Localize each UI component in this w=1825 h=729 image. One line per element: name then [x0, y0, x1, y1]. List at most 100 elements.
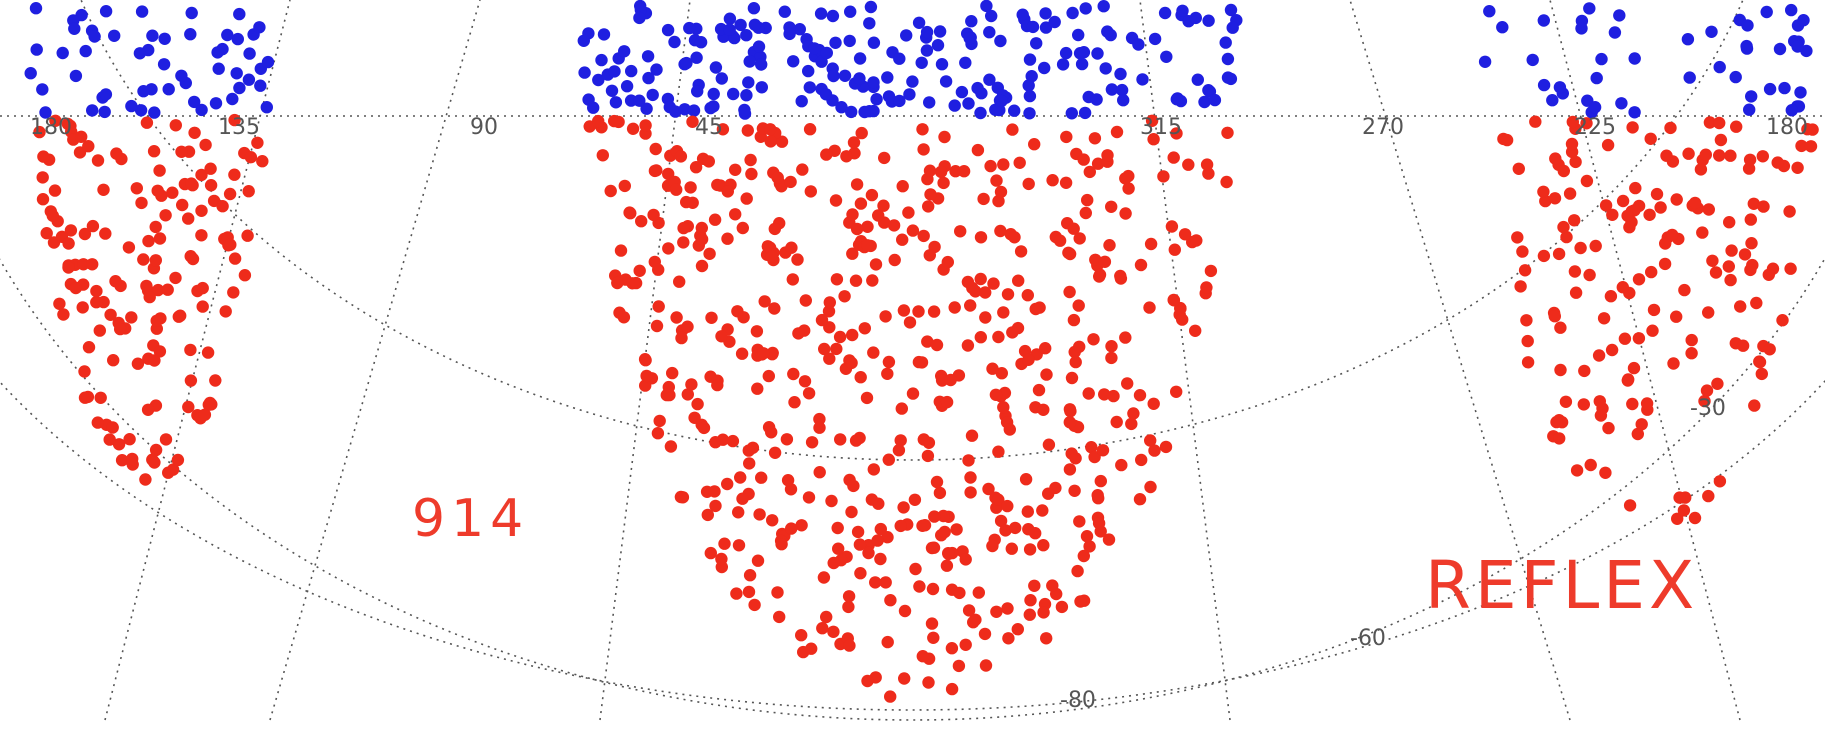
red-point	[1743, 153, 1757, 166]
red-point	[962, 604, 976, 617]
red-point	[766, 514, 779, 527]
blue-point	[1039, 7, 1052, 20]
red-point	[114, 322, 127, 336]
red-point	[1079, 206, 1093, 220]
red-point	[1698, 394, 1711, 408]
red-point	[861, 239, 874, 252]
red-point	[1098, 255, 1112, 268]
longitude-tick-label: 180	[30, 115, 72, 140]
blue-point	[641, 50, 655, 63]
red-point	[1753, 355, 1767, 369]
red-point	[1190, 234, 1203, 247]
red-point	[171, 453, 185, 467]
blue-point	[1132, 38, 1145, 51]
blue-point	[989, 103, 1002, 117]
blue-point	[1059, 46, 1073, 60]
red-point	[1763, 343, 1776, 356]
red-point	[662, 242, 675, 255]
red-point	[1001, 288, 1015, 301]
red-point	[894, 434, 907, 447]
red-point	[97, 183, 110, 196]
red-point	[1082, 387, 1095, 400]
red-point	[843, 639, 856, 652]
red-point	[1119, 207, 1132, 220]
red-point	[149, 443, 163, 457]
blue-point	[687, 104, 701, 117]
blue-point	[1681, 33, 1695, 46]
blue-point	[1202, 14, 1215, 27]
red-point	[90, 296, 103, 309]
red-point	[1664, 121, 1677, 135]
red-point	[1073, 232, 1086, 245]
red-point	[1021, 289, 1034, 302]
red-point	[1220, 175, 1233, 189]
red-point	[995, 367, 1008, 380]
red-point	[174, 309, 187, 322]
blue-point	[231, 32, 244, 46]
red-point	[1119, 172, 1132, 185]
blue-point	[184, 28, 197, 41]
red-point	[1008, 231, 1021, 244]
red-point	[1678, 283, 1691, 297]
blue-point	[69, 69, 83, 83]
red-point	[1013, 156, 1026, 169]
red-point	[849, 434, 863, 447]
red-point	[922, 200, 935, 213]
blue-point	[1478, 55, 1492, 68]
longitude-tick-label: 225	[1574, 115, 1616, 140]
red-point	[916, 650, 929, 663]
blue-point	[1091, 47, 1104, 60]
blue-point	[68, 22, 81, 35]
blue-point	[853, 52, 867, 65]
blue-point	[1537, 78, 1551, 92]
red-point	[1565, 137, 1579, 151]
red-point	[153, 345, 167, 358]
red-point	[832, 542, 845, 555]
red-point	[990, 605, 1003, 618]
blue-point	[86, 104, 99, 117]
red-point	[913, 580, 926, 593]
red-point	[62, 261, 75, 274]
red-point	[652, 263, 665, 276]
red-point	[33, 125, 46, 139]
blue-point	[935, 57, 949, 71]
red-point	[1145, 114, 1159, 128]
red-point	[604, 184, 617, 198]
red-point	[1022, 177, 1035, 191]
red-point	[705, 311, 718, 324]
red-point	[36, 193, 50, 206]
red-point	[674, 150, 688, 163]
red-point	[635, 215, 648, 228]
blue-point	[1741, 19, 1754, 32]
blue-point	[1176, 4, 1189, 17]
red-point	[704, 546, 717, 560]
red-point	[1148, 444, 1161, 457]
red-point	[1083, 540, 1096, 553]
red-point	[1744, 263, 1757, 277]
red-point	[768, 302, 781, 315]
red-point	[1087, 333, 1100, 346]
blue-point	[1023, 107, 1036, 120]
red-point	[1574, 241, 1587, 255]
blue-point	[1030, 37, 1043, 50]
blue-point	[1065, 107, 1079, 120]
red-point	[887, 219, 901, 232]
red-point	[831, 521, 844, 535]
red-point	[948, 301, 961, 314]
red-point	[196, 281, 209, 295]
blue-point	[597, 28, 611, 41]
red-point	[1593, 395, 1607, 408]
red-point	[884, 690, 897, 703]
blue-point	[669, 105, 682, 118]
blue-point	[1613, 9, 1626, 22]
red-point	[626, 122, 640, 135]
red-point	[1548, 192, 1562, 205]
red-point	[1700, 384, 1714, 397]
red-point	[1019, 473, 1033, 486]
red-point	[647, 208, 660, 222]
red-point	[994, 224, 1007, 238]
blue-point	[915, 56, 928, 69]
blue-point	[939, 75, 953, 88]
red-point	[742, 585, 756, 599]
red-point	[969, 613, 982, 626]
